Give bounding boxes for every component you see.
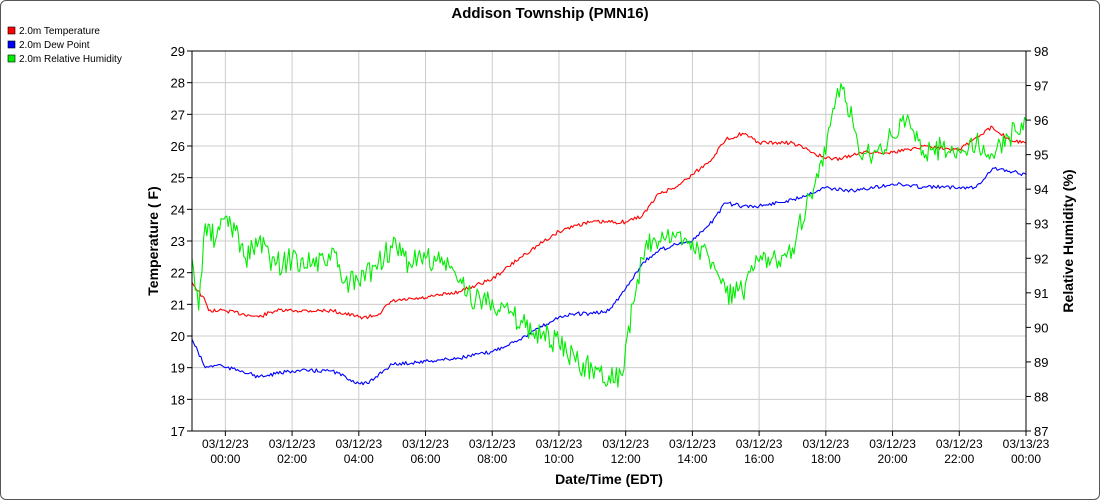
x-tick-date: 03/12/23 bbox=[269, 437, 316, 451]
x-tick-time: 02:00 bbox=[277, 452, 307, 466]
x-tick-time: 00:00 bbox=[210, 452, 240, 466]
y-right-tick-label: 94 bbox=[1034, 182, 1048, 197]
x-tick-time: 16:00 bbox=[744, 452, 774, 466]
y-left-tick-label: 21 bbox=[171, 297, 185, 312]
series-line-2 bbox=[191, 166, 1027, 386]
y-axis-right-title: Relative Humidity (%) bbox=[1060, 169, 1076, 312]
series-line-3 bbox=[191, 82, 1027, 388]
x-tick-time: 06:00 bbox=[411, 452, 441, 466]
y-left-tick-label: 22 bbox=[171, 266, 185, 281]
y-left-tick-label: 19 bbox=[171, 361, 185, 376]
y-left-tick-label: 18 bbox=[171, 392, 185, 407]
y-left-tick-label: 17 bbox=[171, 424, 185, 439]
y-left-tick-label: 27 bbox=[171, 107, 185, 122]
series-line-1 bbox=[191, 125, 1027, 320]
y-right-tick-label: 95 bbox=[1034, 148, 1048, 163]
y-right-tick-label: 91 bbox=[1034, 286, 1048, 301]
x-tick-time: 22:00 bbox=[944, 452, 974, 466]
x-tick-date: 03/12/23 bbox=[402, 437, 449, 451]
x-tick-date: 03/12/23 bbox=[669, 437, 716, 451]
y-left-tick-label: 25 bbox=[171, 171, 185, 186]
x-tick-time: 14:00 bbox=[677, 452, 707, 466]
x-tick-time: 08:00 bbox=[477, 452, 507, 466]
x-tick-date: 03/12/23 bbox=[536, 437, 583, 451]
y-axis-left-title: Temperature ( F) bbox=[145, 186, 161, 295]
series-lines bbox=[191, 82, 1027, 388]
x-tick-time: 18:00 bbox=[811, 452, 841, 466]
y-left-tick-label: 24 bbox=[171, 202, 185, 217]
y-right-tick-label: 92 bbox=[1034, 251, 1048, 266]
x-tick-date: 03/12/23 bbox=[202, 437, 249, 451]
x-tick-time: 10:00 bbox=[544, 452, 574, 466]
grid-lines bbox=[192, 50, 1027, 432]
legend-label: 2.0m Temperature bbox=[19, 26, 100, 37]
x-tick-date: 03/12/23 bbox=[802, 437, 849, 451]
legend-label: 2.0m Relative Humidity bbox=[19, 54, 122, 65]
y-left-tick-label: 26 bbox=[171, 139, 185, 154]
x-tick-date: 03/12/23 bbox=[335, 437, 382, 451]
legend-swatch bbox=[7, 26, 16, 35]
x-tick-date: 03/12/23 bbox=[869, 437, 916, 451]
y-right-tick-label: 90 bbox=[1034, 320, 1048, 335]
y-right-tick-label: 97 bbox=[1034, 79, 1048, 94]
y-axis-left-ticks: 17 18 19 20 21 22 23 24 25 26 27 28 29 bbox=[171, 44, 192, 439]
legend-label: 2.0m Dew Point bbox=[19, 40, 90, 51]
x-tick-time: 04:00 bbox=[344, 452, 374, 466]
y-right-tick-label: 89 bbox=[1034, 355, 1048, 370]
x-axis-title: Date/Time (EDT) bbox=[555, 471, 663, 487]
x-tick-date: 03/12/23 bbox=[936, 437, 983, 451]
y-right-tick-label: 87 bbox=[1034, 424, 1048, 439]
y-left-tick-label: 20 bbox=[171, 329, 185, 344]
y-right-tick-label: 93 bbox=[1034, 217, 1048, 232]
legend: 2.0m Temperature 2.0m Dew Point 2.0m Relat… bbox=[7, 26, 122, 65]
x-tick-time: 12:00 bbox=[611, 452, 641, 466]
x-axis-ticks: 03/12/2300:0003/12/2302:0003/12/2304:000… bbox=[202, 431, 1050, 466]
x-tick-date: 03/13/23 bbox=[1003, 437, 1050, 451]
y-left-tick-label: 29 bbox=[171, 44, 185, 59]
chart-title: Addison Township (PMN16) bbox=[451, 5, 648, 22]
y-right-tick-label: 96 bbox=[1034, 113, 1048, 128]
x-tick-date: 03/12/23 bbox=[736, 437, 783, 451]
y-left-tick-label: 28 bbox=[171, 76, 185, 91]
legend-swatch bbox=[7, 54, 16, 63]
y-axis-right-ticks: 87 88 89 90 91 92 93 94 95 96 97 98 bbox=[1026, 44, 1048, 439]
y-left-tick-label: 23 bbox=[171, 234, 185, 249]
legend-swatch bbox=[7, 40, 16, 49]
y-right-tick-label: 88 bbox=[1034, 389, 1048, 404]
x-tick-time: 20:00 bbox=[878, 452, 908, 466]
y-right-tick-label: 98 bbox=[1034, 44, 1048, 59]
x-tick-date: 03/12/23 bbox=[602, 437, 649, 451]
x-tick-date: 03/12/23 bbox=[469, 437, 516, 451]
x-tick-time: 00:00 bbox=[1011, 452, 1041, 466]
